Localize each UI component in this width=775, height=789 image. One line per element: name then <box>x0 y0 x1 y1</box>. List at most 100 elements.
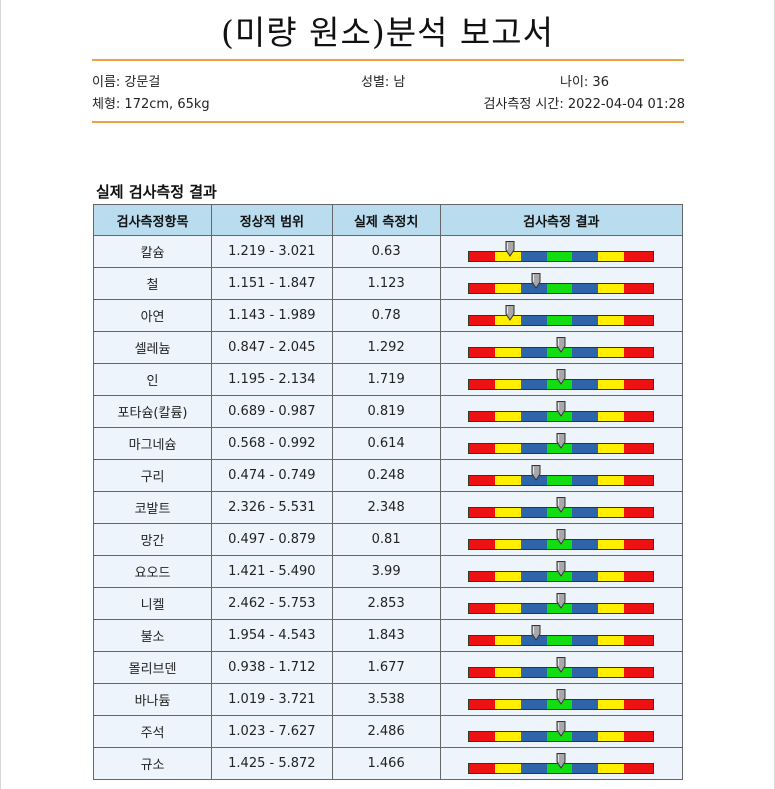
gauge-bar <box>468 634 655 646</box>
row-value: 0.614 <box>331 427 441 460</box>
table-row: 망간 0.497 - 0.879 0.81 <box>92 523 684 556</box>
table-row: 인 1.195 - 2.134 1.719 <box>92 363 684 396</box>
row-range: 1.219 - 3.021 <box>211 235 333 268</box>
gauge-segment-yellow <box>495 251 521 261</box>
row-item: 망간 <box>92 523 213 556</box>
gauge-segment-yellow <box>598 443 624 453</box>
gauge-bar <box>468 474 655 486</box>
row-item: 주석 <box>92 715 213 748</box>
table-row: 칼슘 1.219 - 3.021 0.63 <box>92 235 684 268</box>
row-item: 셀레늄 <box>92 331 213 364</box>
gauge-segment-yellow <box>598 699 624 709</box>
row-range: 1.421 - 5.490 <box>211 555 333 588</box>
gauge-segment-blue <box>572 507 599 517</box>
gauge-segment-blue <box>572 411 599 421</box>
row-result <box>439 683 684 716</box>
gauge-segment-blue <box>520 699 547 709</box>
gauge-bar <box>468 250 655 262</box>
divider-bottom <box>92 121 684 123</box>
row-value: 0.819 <box>331 395 441 428</box>
header-range: 정상적 범위 <box>211 204 333 236</box>
row-value: 1.292 <box>331 331 441 364</box>
gauge-segment-red <box>623 667 654 677</box>
gauge-segment-green <box>546 603 573 613</box>
table-row: 요오드 1.421 - 5.490 3.99 <box>92 555 684 588</box>
gauge-segment-red <box>469 571 496 581</box>
gauge-segment-red <box>623 603 654 613</box>
gauge-segment-blue <box>520 635 547 645</box>
gauge-segment-green <box>546 379 573 389</box>
table-row: 포타슘(칼륨) 0.689 - 0.987 0.819 <box>92 395 684 428</box>
row-value: 3.99 <box>331 555 441 588</box>
level-gauge <box>468 656 655 679</box>
gauge-segment-red <box>469 603 496 613</box>
gauge-segment-red <box>469 411 496 421</box>
row-range: 0.568 - 0.992 <box>211 427 333 460</box>
row-range: 1.023 - 7.627 <box>211 715 333 748</box>
gauge-segment-red <box>469 379 496 389</box>
gauge-segment-green <box>546 571 573 581</box>
row-item: 몰리브덴 <box>92 651 213 684</box>
page-border-left <box>0 0 1 789</box>
gauge-segment-blue <box>572 379 599 389</box>
gauge-segment-red <box>623 763 654 773</box>
table-row: 코발트 2.326 - 5.531 2.348 <box>92 491 684 524</box>
level-marker-icon <box>556 528 566 545</box>
level-marker-icon <box>556 656 566 673</box>
gauge-segment-blue <box>520 763 547 773</box>
level-marker-icon <box>556 496 566 513</box>
gauge-segment-blue <box>520 443 547 453</box>
gauge-segment-blue <box>520 379 547 389</box>
gauge-segment-red <box>469 763 496 773</box>
gauge-segment-red <box>469 347 496 357</box>
gauge-segment-blue <box>572 315 599 325</box>
gauge-segment-blue <box>572 571 599 581</box>
row-value: 2.853 <box>331 587 441 620</box>
gauge-segment-yellow <box>598 731 624 741</box>
gauge-segment-blue <box>520 539 547 549</box>
gauge-segment-red <box>623 731 654 741</box>
gauge-segment-yellow <box>495 379 521 389</box>
gauge-segment-green <box>546 635 573 645</box>
gauge-segment-red <box>623 251 654 261</box>
table-row: 불소 1.954 - 4.543 1.843 <box>92 619 684 652</box>
table-body: 칼슘 1.219 - 3.021 0.63 철 1.151 - 1.847 1.123 아연… <box>92 235 684 780</box>
divider-top <box>92 59 684 61</box>
gauge-segment-green <box>546 347 573 357</box>
level-marker-icon <box>505 240 515 257</box>
gauge-segment-yellow <box>598 507 624 517</box>
gauge-segment-red <box>623 411 654 421</box>
level-gauge <box>468 464 655 487</box>
gauge-segment-blue <box>572 635 599 645</box>
gauge-bar <box>468 282 655 294</box>
gauge-segment-blue <box>572 731 599 741</box>
gauge-segment-red <box>469 635 496 645</box>
gauge-segment-blue <box>572 443 599 453</box>
gauge-segment-yellow <box>495 443 521 453</box>
gauge-segment-red <box>623 315 654 325</box>
row-range: 2.462 - 5.753 <box>211 587 333 620</box>
gauge-segment-green <box>546 443 573 453</box>
gauge-segment-blue <box>520 475 547 485</box>
row-value: 1.719 <box>331 363 441 396</box>
row-range: 0.847 - 2.045 <box>211 331 333 364</box>
gauge-segment-yellow <box>495 731 521 741</box>
patient-sex: 성별: 남 <box>361 75 406 90</box>
level-marker-icon <box>556 368 566 385</box>
level-gauge <box>468 496 655 519</box>
gauge-segment-yellow <box>598 379 624 389</box>
row-range: 0.689 - 0.987 <box>211 395 333 428</box>
gauge-segment-red <box>469 475 496 485</box>
gauge-segment-red <box>469 443 496 453</box>
gauge-segment-red <box>623 635 654 645</box>
gauge-segment-green <box>546 699 573 709</box>
row-item: 아연 <box>92 299 213 332</box>
row-range: 1.019 - 3.721 <box>211 683 333 716</box>
row-value: 0.63 <box>331 235 441 268</box>
row-item: 구리 <box>92 459 213 492</box>
row-result <box>439 747 684 780</box>
gauge-segment-blue <box>572 251 599 261</box>
row-range: 2.326 - 5.531 <box>211 491 333 524</box>
report-title: (미량 원소)분석 보고서 <box>221 13 554 52</box>
gauge-segment-green <box>546 763 573 773</box>
